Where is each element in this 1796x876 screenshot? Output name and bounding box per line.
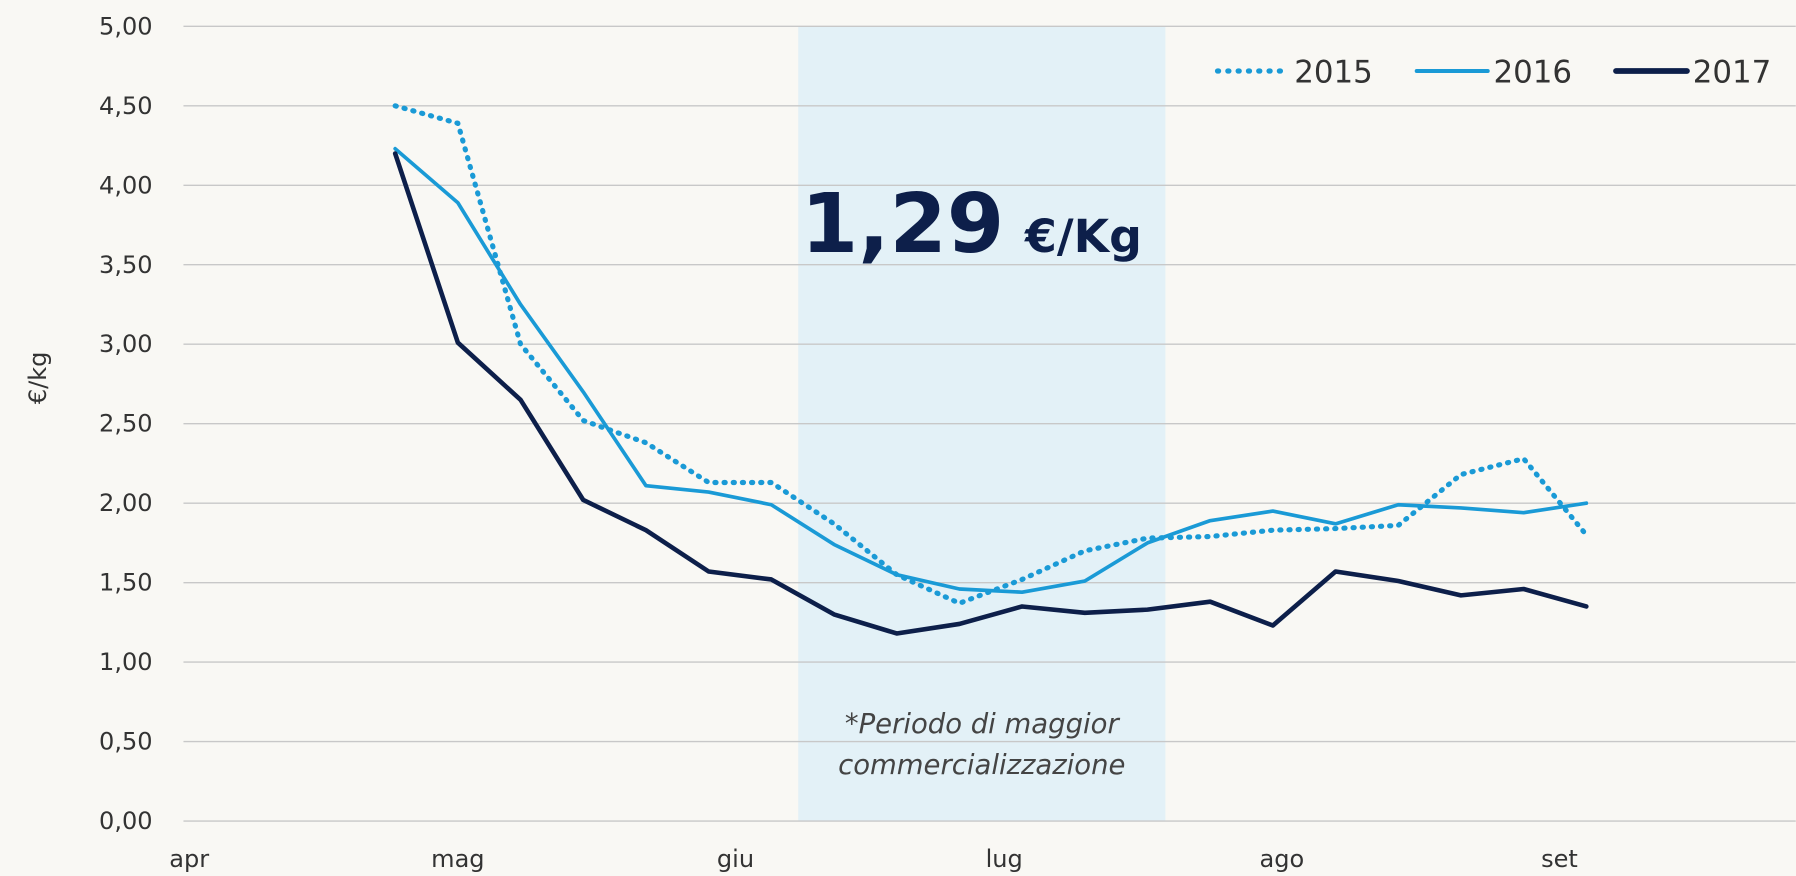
- y-tick-label: 0,50: [99, 728, 153, 756]
- x-tick-label: lug: [986, 845, 1023, 873]
- legend-label: 2015: [1294, 54, 1373, 90]
- x-tick-label: apr: [169, 845, 209, 873]
- x-tick-label: mag: [431, 845, 484, 873]
- y-axis-label: €/kg: [24, 352, 52, 405]
- y-tick-label: 5,00: [99, 12, 153, 40]
- y-tick-label: 3,50: [99, 251, 153, 279]
- y-tick-label: 1,50: [99, 569, 153, 597]
- x-tick-label: set: [1541, 845, 1578, 873]
- y-tick-label: 0,00: [99, 807, 153, 835]
- x-tick-label: giu: [717, 845, 754, 873]
- y-tick-label: 1,00: [99, 648, 153, 676]
- y-tick-label: 3,00: [99, 330, 153, 358]
- y-tick-label: 2,50: [99, 410, 153, 438]
- legend-label: 2017: [1693, 54, 1772, 90]
- y-tick-label: 4,00: [99, 171, 153, 199]
- line-series: [392, 151, 1589, 636]
- legend-label: 2016: [1493, 54, 1572, 90]
- y-tick-label: 2,00: [99, 489, 153, 517]
- highlight-unit: €/Kg: [1024, 209, 1142, 263]
- highlight-value: 1,29: [801, 176, 1004, 272]
- line-series: [393, 146, 1589, 594]
- x-tick-label: ago: [1259, 845, 1304, 873]
- y-tick-label: 4,50: [99, 92, 153, 120]
- highlight-note: commercializzazione: [838, 749, 1125, 781]
- highlight-note: *Periodo di maggior: [845, 708, 1121, 740]
